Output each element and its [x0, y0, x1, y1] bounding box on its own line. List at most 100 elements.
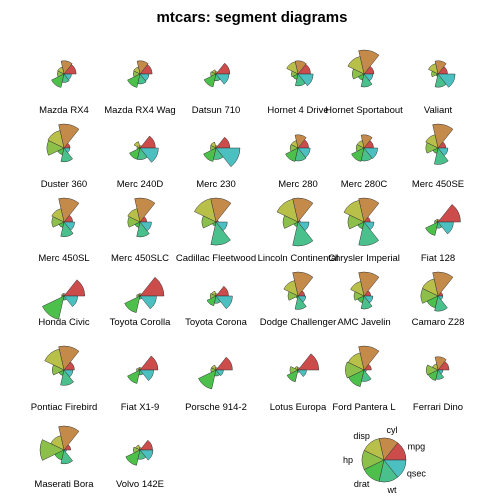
star-segment-qsec	[215, 295, 233, 310]
star-segment-qsec	[437, 73, 456, 88]
star-segment-mpg	[437, 204, 461, 223]
car-label: Merc 450SE	[412, 179, 464, 190]
star-segment-disp	[133, 141, 141, 149]
star-segment-disp	[194, 198, 217, 223]
star-segment-drat	[127, 369, 141, 384]
star-segment-wt	[434, 147, 449, 165]
star-segment-cyl	[292, 197, 314, 223]
star-segment-hp	[52, 364, 65, 376]
car-label: Lotus Europa	[270, 402, 327, 413]
star-segment-qsec	[437, 221, 454, 235]
star-segment-mpg	[139, 439, 153, 451]
car-label: Ford Pantera L	[332, 402, 395, 413]
star-ferrari-dino: Ferrari Dino	[413, 356, 463, 413]
star-segment-drat	[51, 73, 65, 88]
star-segment-hp	[201, 215, 217, 229]
star-segment-wt	[435, 369, 445, 380]
star-segment-disp	[44, 348, 65, 371]
star-mazda-rx4: Mazda RX4	[39, 60, 89, 116]
star-segment-qsec	[63, 147, 71, 153]
star-mazda-rx4-wag: Mazda RX4 Wag	[104, 60, 176, 116]
car-label: Merc 280C	[341, 179, 388, 190]
star-segment-cyl	[294, 134, 307, 149]
star-segment-qsec	[297, 295, 307, 303]
star-segment-disp	[57, 66, 65, 75]
star-segment-cyl	[358, 49, 380, 75]
star-dodge-challenger: Dodge Challenger	[260, 271, 337, 328]
star-segment-wt	[294, 295, 307, 310]
star-segment-disp	[428, 63, 439, 75]
car-label: Maserati Bora	[34, 479, 94, 490]
star-segment-disp	[127, 208, 141, 223]
star-segment-cyl	[434, 356, 447, 371]
star-lotus-europa: Lotus Europa	[270, 353, 327, 413]
star-segment-mpg	[215, 356, 233, 371]
star-segment-mpg	[215, 136, 231, 149]
star-segment-disp	[350, 281, 365, 297]
star-merc-450sl: Merc 450SL	[38, 197, 90, 264]
star-segment-cyl	[358, 197, 380, 223]
star-segment-disp	[283, 280, 299, 297]
star-segment-cyl	[136, 60, 149, 75]
star-segment-drat	[125, 449, 141, 466]
star-toyota-corona: Toyota Corona	[185, 285, 248, 328]
star-segment-drat	[42, 295, 65, 320]
star-segment-wt	[61, 73, 70, 83]
star-segment-drat	[425, 221, 439, 236]
star-merc-280: Merc 280	[278, 134, 318, 190]
car-label: Porsche 914-2	[185, 402, 247, 413]
star-segment-hp	[46, 140, 65, 156]
star-fiat-128: Fiat 128	[421, 204, 461, 264]
star-segment-qsec	[437, 369, 444, 375]
car-label: Merc 450SLC	[111, 253, 169, 264]
car-label: Merc 240D	[117, 179, 164, 190]
car-label: Datsun 710	[192, 105, 241, 116]
star-segment-qsec	[297, 147, 311, 158]
car-label: Mazda RX4	[39, 105, 89, 116]
star-segment-hp	[51, 216, 65, 228]
star-segment-wt	[292, 221, 314, 247]
star-segment-hp	[353, 291, 365, 301]
star-segment-cyl	[434, 60, 447, 75]
star-segment-drat	[203, 73, 217, 88]
star-segment-hp	[287, 291, 299, 301]
star-merc-450se: Merc 450SE	[412, 123, 464, 190]
star-segment-qsec	[63, 221, 75, 231]
car-label: Cadillac Fleetwood	[176, 253, 256, 264]
car-label: Merc 280	[278, 179, 318, 190]
star-segment-disp	[425, 134, 439, 149]
star-segment-disp	[421, 278, 439, 297]
star-segment-cyl	[58, 345, 80, 371]
star-segment-disp	[286, 61, 299, 75]
car-label: Mazda RX4 Wag	[104, 105, 175, 116]
star-segment-hp	[431, 70, 439, 78]
car-label: Merc 230	[196, 179, 236, 190]
car-label: Duster 360	[41, 179, 87, 190]
star-segment-mpg	[139, 355, 159, 371]
star-segment-qsec	[437, 147, 449, 157]
star-segment-drat	[127, 73, 141, 88]
star-porsche-914-2: Porsche 914-2	[185, 356, 247, 413]
car-label: Volvo 142E	[116, 479, 164, 490]
star-segment-cyl	[360, 134, 373, 149]
star-segment-wt	[60, 369, 74, 386]
star-merc-240d: Merc 240D	[117, 135, 164, 190]
star-chrysler-imperial: Chrysler Imperial	[328, 197, 400, 264]
star-segment-mpg	[215, 62, 231, 75]
star-segment-wt	[434, 295, 448, 312]
star-segment-hp	[420, 288, 439, 304]
key-label-hp: hp	[343, 455, 353, 465]
star-volvo-142e: Volvo 142E	[116, 439, 164, 490]
star-segment-hp	[425, 142, 439, 154]
key-label-cyl: cyl	[387, 425, 398, 435]
star-segment-hp	[426, 364, 439, 376]
star-segment-wt	[60, 147, 73, 163]
star-toyota-corolla: Toyota Corolla	[110, 276, 171, 328]
star-hornet-sportabout: Hornet Sportabout	[325, 49, 403, 116]
star-segment-cyl	[432, 123, 454, 149]
car-label: Dodge Challenger	[260, 317, 337, 328]
star-merc-450slc: Merc 450SLC	[111, 197, 169, 264]
star-segment-qsec	[363, 295, 374, 304]
star-hornet-4-drive: Hornet 4 Drive	[267, 60, 329, 116]
star-maserati-bora: Maserati Bora	[34, 425, 94, 490]
